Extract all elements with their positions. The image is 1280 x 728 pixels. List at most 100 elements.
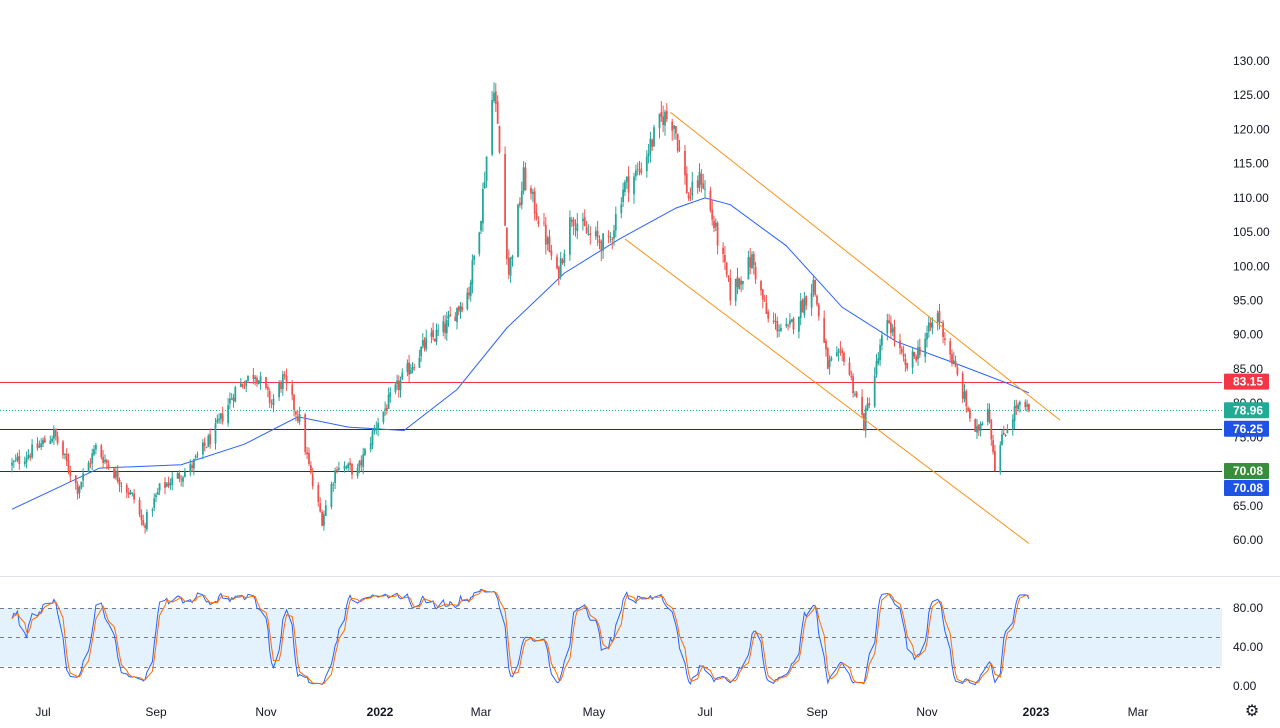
candle-body	[636, 169, 639, 170]
candle-body	[194, 455, 197, 458]
candle-body	[82, 473, 84, 481]
price-badge	[1224, 420, 1269, 437]
candle-body	[232, 397, 235, 401]
candle-body	[837, 350, 840, 353]
channel-line-2[interactable]	[624, 238, 1030, 544]
candle-body	[924, 338, 927, 357]
stochastic-tick-label: 40.00	[1233, 640, 1263, 654]
candle-body	[142, 520, 145, 525]
candle-body	[742, 281, 744, 284]
candle-body	[761, 289, 764, 300]
candle-body	[517, 204, 519, 258]
candle-body	[902, 354, 905, 357]
candle-body	[471, 260, 474, 285]
candle-body	[469, 282, 472, 297]
candle-body	[127, 492, 130, 495]
candle-body	[65, 453, 68, 462]
candle-body	[56, 436, 59, 444]
price-tick-label: 115.00	[1233, 157, 1269, 171]
candle-body	[120, 485, 123, 487]
candle-body	[285, 376, 288, 384]
candle-body	[660, 112, 663, 117]
channel-line-1[interactable]	[670, 111, 1061, 421]
candle-body	[963, 391, 966, 400]
candle-body	[293, 394, 295, 410]
candle-body	[507, 257, 510, 275]
stochastic-d-line[interactable]	[11, 589, 1030, 685]
candle-body	[356, 467, 359, 476]
moving-average-line[interactable]	[11, 197, 1030, 510]
candle-body	[875, 361, 878, 375]
candle-body	[430, 332, 433, 337]
candle-body	[676, 134, 679, 152]
candle-body	[93, 449, 95, 455]
candle-body	[165, 483, 168, 487]
candle-body	[311, 474, 314, 487]
candle-body	[401, 372, 404, 380]
price-pane[interactable]	[0, 82, 1280, 577]
candle-body	[184, 471, 186, 477]
candle-body	[864, 408, 867, 431]
candle-body	[176, 473, 179, 479]
candle-body	[725, 262, 728, 275]
price-badge-label: 70.08	[1233, 464, 1263, 478]
candle-body	[254, 377, 257, 379]
candle-body	[969, 409, 971, 419]
candle-body	[700, 174, 703, 185]
price-badge-label: 70.08	[1233, 481, 1263, 495]
candle-body	[1001, 434, 1003, 446]
candle-body	[338, 468, 340, 470]
candle-body	[873, 375, 876, 407]
candle-body	[570, 219, 573, 222]
candle-body	[267, 386, 269, 390]
candle-body	[522, 167, 525, 192]
candle-body	[841, 350, 844, 353]
candle-body	[520, 191, 523, 205]
candle-body	[890, 322, 892, 333]
candle-body	[351, 463, 353, 475]
candle-body	[734, 279, 737, 302]
candle-body	[191, 465, 193, 468]
candle-body	[951, 354, 953, 364]
candle-body	[321, 512, 323, 526]
candle-body	[216, 419, 219, 423]
candle-body	[102, 457, 104, 463]
candle-body	[239, 383, 242, 387]
candle-body	[278, 383, 280, 398]
candle-body	[787, 325, 789, 327]
candle-body	[23, 461, 26, 465]
candle-body	[714, 222, 717, 227]
candle-body	[140, 515, 143, 520]
gear-icon[interactable]: ⚙	[1244, 703, 1260, 720]
candle-body	[385, 407, 388, 411]
candle-body	[904, 358, 907, 365]
candle-body	[454, 316, 457, 321]
candle-body	[722, 247, 724, 254]
candle-body	[537, 221, 540, 224]
price-tick-label: 60.00	[1233, 533, 1263, 547]
candle-body	[583, 217, 586, 226]
candle-body	[729, 277, 732, 301]
candle-body	[151, 509, 154, 511]
candle-body	[931, 322, 934, 329]
candle-body	[64, 453, 66, 455]
candle-body	[384, 408, 386, 410]
candle-body	[397, 381, 400, 390]
candle-body	[466, 292, 469, 309]
candle-body	[559, 257, 562, 276]
candle-body	[104, 459, 106, 462]
candle-body	[144, 525, 146, 528]
candle-body	[689, 197, 692, 199]
stochastic-pane[interactable]	[0, 588, 1222, 686]
candle-body	[480, 220, 482, 231]
candle-body	[780, 327, 782, 332]
candle-body	[491, 99, 493, 155]
candle-body	[747, 256, 750, 280]
time-tick-label: Sep	[145, 705, 167, 719]
candles	[11, 82, 1030, 534]
candle-body	[1026, 404, 1028, 407]
candle-body	[687, 194, 690, 199]
candle-body	[399, 380, 402, 391]
candle-body	[347, 463, 350, 469]
